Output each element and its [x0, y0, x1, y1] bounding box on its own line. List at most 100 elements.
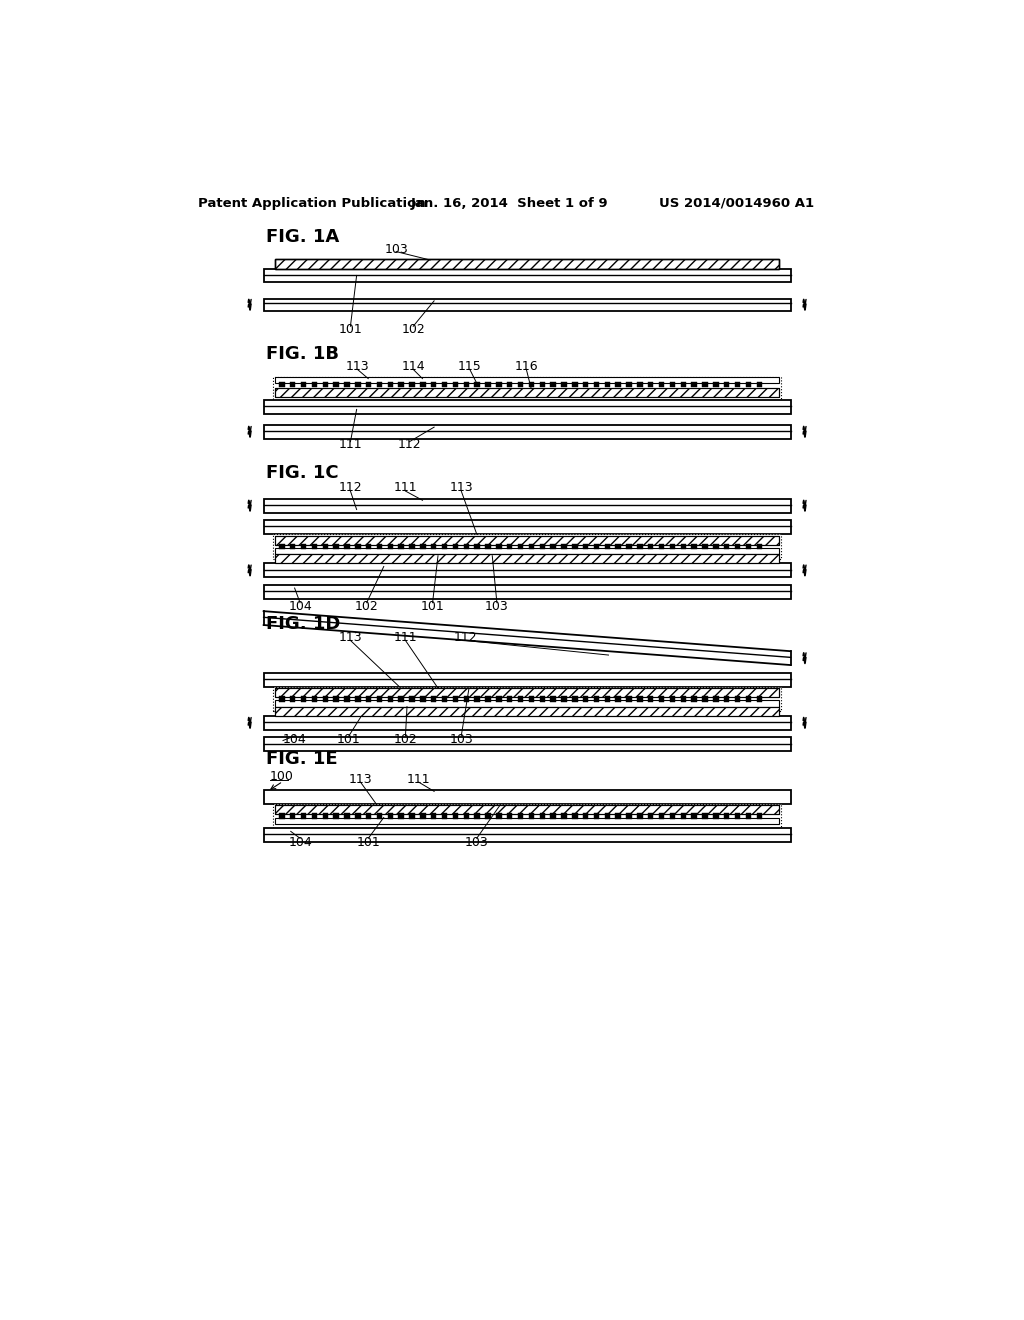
- Bar: [275, 688, 779, 697]
- Bar: [275, 548, 779, 554]
- Bar: [604, 381, 610, 388]
- Bar: [275, 701, 779, 706]
- Text: FIG. 1B: FIG. 1B: [266, 345, 339, 363]
- Bar: [540, 544, 545, 549]
- Bar: [263, 520, 791, 535]
- Bar: [485, 696, 490, 702]
- Bar: [702, 813, 708, 818]
- Text: Patent Application Publication: Patent Application Publication: [198, 197, 426, 210]
- Bar: [453, 381, 458, 388]
- Bar: [604, 813, 610, 818]
- Bar: [713, 544, 719, 549]
- Bar: [366, 544, 372, 549]
- Bar: [507, 813, 512, 818]
- Bar: [670, 696, 675, 702]
- Bar: [453, 696, 458, 702]
- Bar: [583, 544, 589, 549]
- Bar: [507, 544, 512, 549]
- Bar: [627, 544, 632, 549]
- Text: 116: 116: [514, 360, 539, 372]
- Bar: [550, 813, 556, 818]
- Bar: [691, 544, 697, 549]
- Text: US 2014/0014960 A1: US 2014/0014960 A1: [658, 197, 814, 210]
- Text: 112: 112: [454, 631, 477, 644]
- Text: 104: 104: [283, 733, 306, 746]
- Bar: [420, 813, 426, 818]
- Text: 102: 102: [355, 601, 379, 612]
- Bar: [273, 378, 781, 400]
- Text: FIG. 1E: FIG. 1E: [266, 750, 338, 768]
- Bar: [604, 696, 610, 702]
- Bar: [615, 696, 621, 702]
- Bar: [648, 381, 653, 388]
- Text: 113: 113: [345, 360, 370, 372]
- Text: 101: 101: [356, 836, 380, 849]
- Bar: [594, 381, 599, 388]
- Bar: [398, 381, 403, 388]
- Bar: [275, 388, 779, 397]
- Bar: [344, 813, 349, 818]
- Bar: [735, 544, 740, 549]
- Bar: [518, 696, 523, 702]
- Bar: [594, 696, 599, 702]
- Bar: [540, 696, 545, 702]
- Bar: [658, 696, 665, 702]
- Text: 103: 103: [465, 836, 488, 849]
- Bar: [263, 789, 791, 804]
- Bar: [366, 813, 372, 818]
- Bar: [377, 544, 382, 549]
- Bar: [594, 544, 599, 549]
- Bar: [658, 544, 665, 549]
- Bar: [280, 381, 285, 388]
- Bar: [290, 381, 295, 388]
- Text: FIG. 1C: FIG. 1C: [266, 463, 339, 482]
- Bar: [263, 425, 791, 438]
- Bar: [713, 813, 719, 818]
- Bar: [273, 804, 781, 829]
- Bar: [583, 813, 589, 818]
- Text: 104: 104: [288, 601, 312, 612]
- Bar: [453, 813, 458, 818]
- Bar: [410, 544, 415, 549]
- Bar: [615, 813, 621, 818]
- Bar: [691, 381, 697, 388]
- Text: FIG. 1D: FIG. 1D: [266, 615, 340, 634]
- Bar: [648, 696, 653, 702]
- Bar: [263, 564, 791, 577]
- Bar: [518, 813, 523, 818]
- Bar: [344, 381, 349, 388]
- Bar: [658, 381, 665, 388]
- Bar: [615, 544, 621, 549]
- Bar: [410, 813, 415, 818]
- Bar: [637, 544, 643, 549]
- Bar: [334, 813, 339, 818]
- Bar: [290, 696, 295, 702]
- Bar: [290, 813, 295, 818]
- Bar: [334, 696, 339, 702]
- Bar: [311, 544, 317, 549]
- Bar: [702, 696, 708, 702]
- Bar: [334, 544, 339, 549]
- Bar: [496, 544, 502, 549]
- Bar: [388, 813, 393, 818]
- Bar: [377, 813, 382, 818]
- Text: 100: 100: [270, 770, 294, 783]
- Bar: [323, 381, 328, 388]
- Bar: [442, 696, 447, 702]
- Bar: [735, 381, 740, 388]
- Bar: [474, 544, 480, 549]
- Text: FIG. 1A: FIG. 1A: [266, 228, 339, 246]
- Bar: [280, 544, 285, 549]
- Bar: [442, 813, 447, 818]
- Bar: [301, 544, 306, 549]
- Bar: [507, 381, 512, 388]
- Bar: [561, 544, 566, 549]
- Bar: [713, 696, 719, 702]
- Bar: [724, 381, 729, 388]
- Bar: [637, 381, 643, 388]
- Bar: [263, 269, 791, 281]
- Bar: [453, 544, 458, 549]
- Text: 111: 111: [393, 631, 417, 644]
- Bar: [410, 381, 415, 388]
- Bar: [540, 813, 545, 818]
